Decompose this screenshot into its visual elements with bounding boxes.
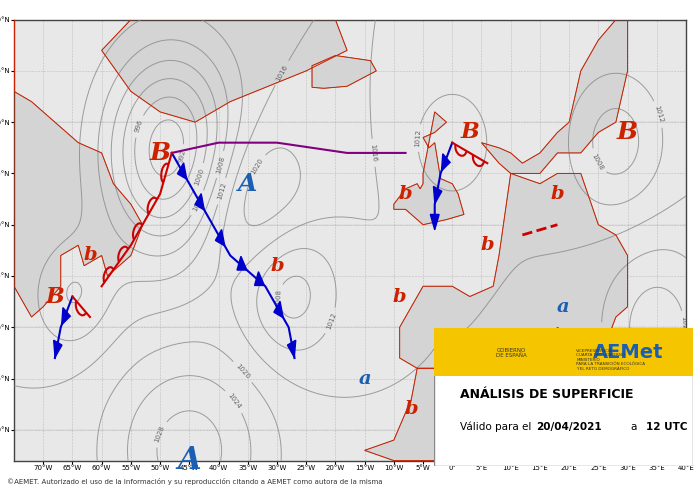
FancyBboxPatch shape <box>434 328 693 376</box>
Text: 1024: 1024 <box>227 392 242 410</box>
Text: B: B <box>150 141 171 165</box>
Text: ANÁLISIS DE SUPERFICIE: ANÁLISIS DE SUPERFICIE <box>460 388 634 401</box>
Polygon shape <box>195 194 204 210</box>
FancyBboxPatch shape <box>434 328 693 466</box>
Polygon shape <box>274 301 284 318</box>
Polygon shape <box>62 308 70 325</box>
Text: 1012: 1012 <box>654 105 664 123</box>
Text: 1028: 1028 <box>154 424 166 443</box>
Polygon shape <box>365 358 686 461</box>
Text: 1008: 1008 <box>590 152 604 171</box>
Text: b: b <box>469 339 482 357</box>
Text: 1024: 1024 <box>680 316 687 334</box>
Polygon shape <box>102 20 347 122</box>
Text: b: b <box>83 246 97 265</box>
Text: 1004: 1004 <box>191 194 204 213</box>
Polygon shape <box>400 173 628 368</box>
Polygon shape <box>177 163 187 179</box>
Text: 1000: 1000 <box>193 167 205 186</box>
Text: 1016: 1016 <box>370 144 377 162</box>
Text: 1020: 1020 <box>598 327 606 345</box>
Polygon shape <box>433 186 442 203</box>
Text: 1020: 1020 <box>234 363 251 381</box>
Text: 1020: 1020 <box>250 157 265 175</box>
Polygon shape <box>237 256 247 270</box>
Text: VICEPRESIDENCIA
CUARTA DEL GOBIERNO
MINISTERIO
PARA LA TRANSICIÓN ECOLÓGICA
Y EL: VICEPRESIDENCIA CUARTA DEL GOBIERNO MINI… <box>577 349 645 371</box>
Polygon shape <box>482 20 628 173</box>
Text: 20/04/2021: 20/04/2021 <box>536 422 601 432</box>
Text: 1012: 1012 <box>414 129 421 147</box>
Text: A: A <box>178 445 201 476</box>
Polygon shape <box>312 55 377 88</box>
Text: 12 UTC: 12 UTC <box>646 422 688 432</box>
Text: 1012: 1012 <box>326 312 337 330</box>
Text: a: a <box>630 422 636 432</box>
Text: b: b <box>393 288 407 305</box>
Text: a: a <box>358 369 371 388</box>
Text: B: B <box>461 122 480 144</box>
Text: b: b <box>551 185 564 203</box>
Text: Válido para el: Válido para el <box>460 422 531 432</box>
Text: GOBIERNO
DE ESPAÑA: GOBIERNO DE ESPAÑA <box>496 347 527 358</box>
Polygon shape <box>14 20 143 317</box>
Polygon shape <box>216 229 225 246</box>
Polygon shape <box>288 340 295 357</box>
Text: 1008: 1008 <box>275 289 282 307</box>
Text: B: B <box>617 121 638 145</box>
Text: B: B <box>46 286 64 308</box>
Text: b: b <box>399 185 412 203</box>
Text: A: A <box>238 172 258 196</box>
Text: b: b <box>480 236 494 254</box>
Text: 1012: 1012 <box>216 182 228 201</box>
Text: 1016: 1016 <box>275 64 289 82</box>
Text: a: a <box>557 298 570 316</box>
Text: ©AEMET. Autorizado el uso de la información y su reproducción citando a AEMET co: ©AEMET. Autorizado el uso de la informac… <box>7 478 382 485</box>
Polygon shape <box>430 215 439 230</box>
Text: b: b <box>270 257 284 275</box>
Polygon shape <box>442 154 450 171</box>
Text: 992: 992 <box>178 148 187 163</box>
Text: A: A <box>647 336 666 360</box>
Text: AEMet: AEMet <box>593 343 664 363</box>
Text: b: b <box>516 380 529 398</box>
Text: b: b <box>405 400 418 418</box>
Text: 1008: 1008 <box>215 155 225 174</box>
Polygon shape <box>394 112 464 225</box>
Polygon shape <box>54 340 62 357</box>
Polygon shape <box>255 271 265 286</box>
Text: 996: 996 <box>134 119 143 133</box>
